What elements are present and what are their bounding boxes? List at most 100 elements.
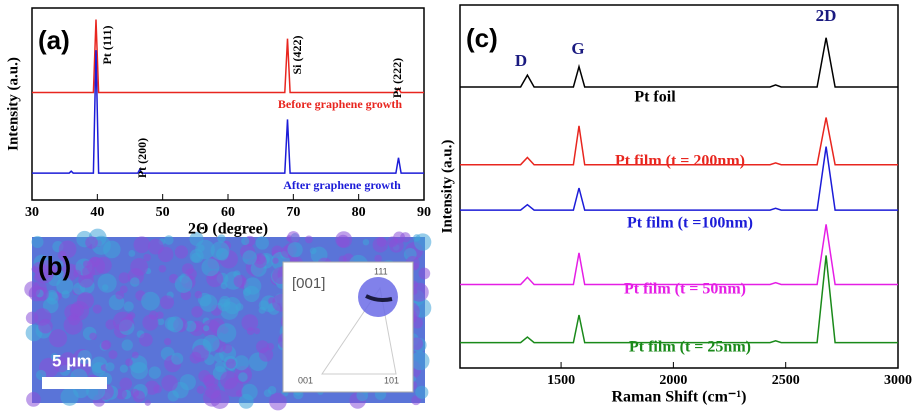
grain [195, 291, 203, 299]
series-label: Pt film (t = 50nm) [624, 281, 746, 298]
spectrum-line [32, 50, 424, 173]
grain [26, 392, 41, 407]
x-tick-label: 90 [417, 205, 431, 220]
x-tick-label: 80 [352, 205, 366, 220]
grain [119, 272, 130, 283]
grain [415, 386, 428, 399]
orientation-spot [358, 277, 398, 317]
grain [124, 301, 134, 311]
grain [287, 231, 300, 244]
spectrum-line [32, 20, 424, 93]
grain [128, 250, 135, 257]
grain [363, 239, 369, 245]
corner-label: 111 [374, 266, 388, 276]
grain [256, 236, 269, 249]
grain [149, 366, 161, 378]
grain [180, 374, 196, 390]
grain [243, 286, 259, 302]
grain [264, 389, 272, 397]
grain [414, 233, 431, 250]
grain [24, 281, 40, 297]
x-tick-label: 50 [156, 205, 170, 220]
series-label: Before graphene growth [278, 97, 403, 111]
grain [220, 371, 238, 389]
inset-direction: [001] [292, 275, 325, 292]
grain [132, 352, 139, 359]
grain [161, 375, 177, 391]
grain [269, 393, 287, 411]
grain [122, 339, 133, 350]
chart-title: (c) [466, 23, 498, 53]
peak-annotation: D [515, 51, 527, 70]
peak-annotation: G [571, 39, 584, 58]
series-label: Pt film (t =100nm) [627, 215, 753, 232]
peak-annotation: Pt (200) [135, 138, 149, 178]
grain [201, 258, 219, 276]
grain [217, 323, 236, 342]
grain [93, 304, 102, 313]
x-tick-label: 40 [90, 205, 104, 220]
grain [130, 258, 148, 276]
scale-bar-label: 5 μm [52, 351, 92, 370]
spectrum-line [460, 224, 898, 284]
grain [203, 335, 220, 352]
grain [159, 265, 167, 273]
grain [419, 268, 431, 280]
x-tick-label: 60 [221, 205, 235, 220]
grain [113, 312, 133, 332]
grain [182, 263, 194, 275]
grain [219, 296, 230, 307]
grain [175, 275, 193, 293]
y-axis-label: Intensity (a.u.) [439, 140, 455, 234]
grain [156, 311, 164, 319]
grain [374, 255, 382, 263]
grain [64, 316, 83, 335]
grain [223, 344, 233, 354]
grain [142, 315, 158, 331]
series-label: Pt film (t = 200nm) [615, 153, 745, 170]
grain [49, 329, 67, 347]
grain [120, 285, 128, 293]
grain [205, 383, 220, 398]
grain [171, 353, 183, 365]
grain [267, 343, 275, 351]
micrograph-panel: [001] 111 001 101 5 μm (b) [24, 229, 431, 411]
corner-label: 001 [298, 375, 313, 385]
grain [241, 237, 249, 245]
grain [272, 257, 278, 263]
grain [221, 282, 228, 289]
x-axis-label: Raman Shift (cm⁻¹) [611, 389, 746, 406]
corner-label: 101 [384, 375, 399, 385]
grain [168, 390, 179, 401]
grain [103, 241, 121, 259]
grain [191, 306, 202, 317]
x-tick-label: 2500 [772, 373, 800, 388]
chart-title: (a) [38, 25, 70, 55]
peak-annotation: Si (422) [290, 35, 304, 74]
grain [215, 361, 226, 372]
grain [71, 303, 84, 316]
grain [38, 319, 53, 334]
grain [125, 359, 132, 366]
grain [389, 238, 404, 253]
x-tick-label: 70 [286, 205, 300, 220]
grain [259, 307, 266, 314]
grain [31, 236, 43, 248]
grain [203, 325, 209, 331]
grain [377, 237, 387, 247]
grain [200, 294, 217, 311]
grain [141, 292, 160, 311]
grain [131, 389, 139, 397]
grain [242, 250, 257, 265]
grain [241, 384, 257, 400]
grain [164, 338, 171, 345]
grain [238, 372, 248, 382]
peak-annotation: Pt (111) [100, 26, 114, 65]
grain [108, 350, 117, 359]
grain [287, 242, 302, 257]
grain [120, 365, 128, 373]
grain [87, 257, 105, 275]
grain [411, 351, 430, 370]
x-axis-label: 2Θ (degree) [188, 221, 268, 238]
grain [134, 236, 151, 253]
